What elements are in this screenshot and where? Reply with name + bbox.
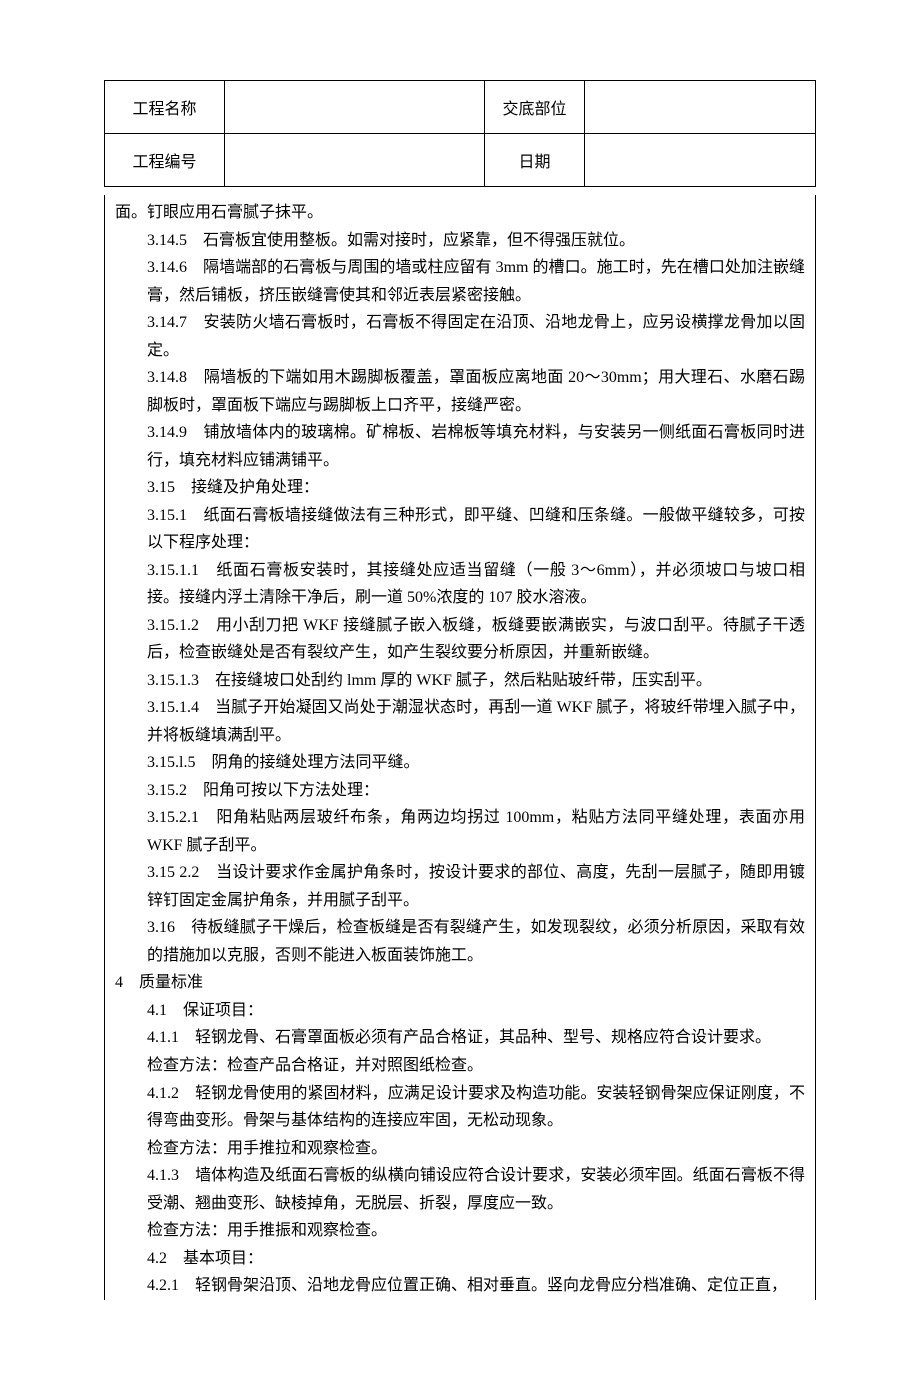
value-project-name (225, 81, 485, 134)
body-text: 检查方法：用手推振和观察检查。 (115, 1217, 805, 1245)
label-disclosure-part: 交底部位 (485, 81, 585, 134)
document-page: 工程名称 交底部位 工程编号 日期 面。钉眼应用石膏腻子抹平。 3.14.5 石… (0, 0, 920, 1380)
body-text: 3.15.1 纸面石膏板墙接缝做法有三种形式，即平缝、凹缝和压条缝。一般做平缝较… (115, 502, 805, 557)
body-text: 3.15.2 阳角可按以下方法处理： (115, 777, 805, 805)
body-text: 3.15 2.2 当设计要求作金属护角条时，按设计要求的部位、高度，先刮一层腻子… (115, 859, 805, 914)
body-text: 3.15.1.1 纸面石膏板安装时，其接缝处应适当留缝（一般 3～6mm），并必… (115, 557, 805, 612)
label-project-number: 工程编号 (105, 134, 225, 187)
body-text: 4.1 保证项目： (115, 997, 805, 1025)
body-text: 3.15.l.5 阴角的接缝处理方法同平缝。 (115, 749, 805, 777)
value-date (585, 134, 816, 187)
label-date: 日期 (485, 134, 585, 187)
body-text: 3.15.1.2 用小刮刀把 WKF 接缝腻子嵌入板缝，板缝要嵌满嵌实，与波口刮… (115, 612, 805, 667)
body-text: 4.1.3 墙体构造及纸面石膏板的纵横向铺设应符合设计要求，安装必须牢固。纸面石… (115, 1162, 805, 1217)
header-table: 工程名称 交底部位 工程编号 日期 (104, 80, 816, 187)
body-text: 面。钉眼应用石膏腻子抹平。 (115, 199, 805, 227)
body-text-span: 3.14.8 隔墙板的下端如用木踢脚板覆盖，罩面板应离地面 20～30mm；用大… (115, 369, 805, 414)
header-row-1: 工程名称 交底部位 (105, 81, 816, 134)
body-text: 3.14.6 隔墙端部的石膏板与周围的墙或柱应留有 3mm 的槽口。施工时，先在… (115, 254, 805, 309)
body-text: 3.14.9 铺放墙体内的玻璃棉。矿棉板、岩棉板等填充材料，与安装另一侧纸面石膏… (115, 419, 805, 474)
body-text: 3.14.5 石膏板宜使用整板。如需对接时，应紧靠，但不得强压就位。 (115, 227, 805, 255)
body-text-span: 3.15 2.2 当设计要求作金属护角条时，按设计要求的部位、高度，先刮一层腻子… (115, 864, 805, 909)
body-text: 3.15.2.1 阳角粘贴两层玻纤布条，角两边均拐过 100mm，粘贴方法同平缝… (115, 804, 805, 859)
body-text: 4.1.2 轻钢龙骨使用的紧固材料，应满足设计要求及构造功能。安装轻钢骨架应保证… (115, 1080, 805, 1135)
body-text-span: 3.15.1.2 用小刮刀把 WKF 接缝腻子嵌入板缝，板缝要嵌满嵌实，与波口刮… (115, 617, 805, 662)
value-project-number (225, 134, 485, 187)
body-text: 检查方法：用手推拉和观察检查。 (115, 1135, 805, 1163)
body-text-span: 3.14.9 铺放墙体内的玻璃棉。矿棉板、岩棉板等填充材料，与安装另一侧纸面石膏… (115, 424, 805, 469)
document-body: 面。钉眼应用石膏腻子抹平。 3.14.5 石膏板宜使用整板。如需对接时，应紧靠，… (104, 195, 816, 1300)
body-text-span: 3.14.6 隔墙端部的石膏板与周围的墙或柱应留有 3mm 的槽口。施工时，先在… (115, 259, 805, 304)
body-text: 3.15 接缝及护角处理： (115, 474, 805, 502)
body-text-span: 3.15.1.1 纸面石膏板安装时，其接缝处应适当留缝（一般 3～6mm），并必… (115, 562, 805, 607)
body-text: 3.15.1.4 当腻子开始凝固又尚处于潮湿状态时，再刮一道 WKF 腻子，将玻… (115, 694, 805, 749)
body-text-span: 3.15.2.1 阳角粘贴两层玻纤布条，角两边均拐过 100mm，粘贴方法同平缝… (115, 809, 805, 854)
body-text: 4.2.1 轻钢骨架沿顶、沿地龙骨应位置正确、相对垂直。竖向龙骨应分档准确、定位… (115, 1272, 805, 1300)
value-disclosure-part (585, 81, 816, 134)
header-row-2: 工程编号 日期 (105, 134, 816, 187)
body-text-span: 3.15.1 纸面石膏板墙接缝做法有三种形式，即平缝、凹缝和压条缝。一般做平缝较… (115, 507, 805, 552)
body-text: 3.15.1.3 在接缝坡口处刮约 lmm 厚的 WKF 腻子，然后粘贴玻纤带，… (115, 667, 805, 695)
body-text: 3.16 待板缝腻子干燥后，检查板缝是否有裂缝产生，如发现裂纹，必须分析原因，采… (115, 914, 805, 969)
body-text-span: 3.14.7 安装防火墙石膏板时，石膏板不得固定在沿顶、沿地龙骨上，应另设横撑龙… (115, 314, 805, 359)
body-text: 3.14.8 隔墙板的下端如用木踢脚板覆盖，罩面板应离地面 20～30mm；用大… (115, 364, 805, 419)
body-text-span: 3.16 待板缝腻子干燥后，检查板缝是否有裂缝产生，如发现裂纹，必须分析原因，采… (115, 919, 805, 964)
body-text-span: 3.15.1.4 当腻子开始凝固又尚处于潮湿状态时，再刮一道 WKF 腻子，将玻… (115, 699, 805, 744)
section-heading: 4 质量标准 (115, 969, 805, 997)
body-text-span: 4.1.2 轻钢龙骨使用的紧固材料，应满足设计要求及构造功能。安装轻钢骨架应保证… (115, 1085, 805, 1130)
body-text: 4.2 基本项目： (115, 1245, 805, 1273)
body-text: 3.14.7 安装防火墙石膏板时，石膏板不得固定在沿顶、沿地龙骨上，应另设横撑龙… (115, 309, 805, 364)
body-text: 4.1.1 轻钢龙骨、石膏罩面板必须有产品合格证，其品种、型号、规格应符合设计要… (115, 1024, 805, 1052)
body-text: 检查方法：检查产品合格证，并对照图纸检查。 (115, 1052, 805, 1080)
label-project-name: 工程名称 (105, 81, 225, 134)
body-text-span: 4.1.3 墙体构造及纸面石膏板的纵横向铺设应符合设计要求，安装必须牢固。纸面石… (115, 1167, 805, 1212)
